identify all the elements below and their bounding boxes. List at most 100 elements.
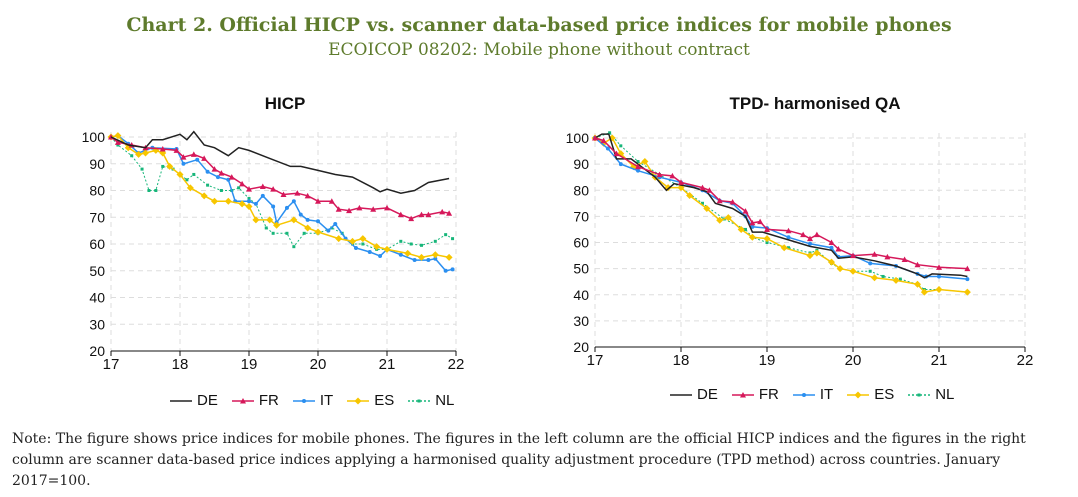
legend-marker	[239, 397, 246, 403]
series-line-de	[594, 133, 968, 279]
data-point-es	[252, 216, 260, 224]
data-point-es	[135, 150, 143, 158]
legend-swatch	[347, 397, 370, 404]
legend-marker	[801, 392, 806, 397]
data-point-nl	[206, 183, 210, 187]
data-point-fr	[699, 184, 706, 191]
data-point-nl	[116, 143, 120, 147]
data-point-es	[836, 265, 844, 273]
y-tick-label: 90	[89, 156, 105, 172]
legend-label: NL	[935, 386, 955, 403]
data-point-es	[813, 249, 821, 257]
data-point-nl	[285, 231, 289, 235]
data-point-fr	[764, 226, 770, 232]
x-tick-label: 22	[448, 356, 465, 373]
y-tick-label: 100	[82, 129, 106, 145]
data-point-it	[965, 277, 970, 282]
legend-swatch	[847, 391, 870, 398]
data-point-es	[828, 258, 835, 266]
data-point-fr	[356, 204, 363, 211]
data-point-es	[266, 216, 274, 224]
data-point-fr	[635, 163, 641, 170]
series-line-es	[594, 136, 968, 293]
data-point-es	[724, 214, 732, 222]
data-point-it	[215, 175, 220, 180]
data-point-es	[920, 288, 928, 296]
series-line-de	[110, 130, 450, 194]
legend-item-es: ES	[847, 386, 894, 403]
data-point-es	[849, 267, 857, 275]
data-point-fr	[716, 197, 723, 204]
data-point-fr	[384, 204, 390, 211]
data-point-nl	[787, 246, 790, 250]
data-point-fr	[613, 150, 620, 157]
data-point-nl	[147, 189, 151, 192]
x-tick-label: 18	[172, 356, 189, 373]
data-point-es	[963, 288, 971, 296]
data-point-fr	[828, 239, 835, 245]
x-tick-label: 22	[1017, 352, 1034, 369]
data-point-es	[314, 228, 322, 236]
series-nl	[593, 131, 969, 294]
legend-label: ES	[374, 392, 395, 409]
legend-label: IT	[319, 392, 334, 409]
legend-item-es: ES	[347, 392, 394, 409]
data-point-es	[703, 205, 711, 213]
data-point-fr	[418, 211, 425, 218]
x-tick-label: 17	[587, 352, 604, 369]
data-point-es	[273, 221, 281, 229]
data-point-it	[367, 250, 372, 255]
data-point-es	[349, 237, 356, 245]
y-tick-label: 50	[89, 263, 105, 279]
data-point-it	[305, 217, 310, 222]
data-point-fr	[190, 151, 197, 157]
data-point-es	[238, 200, 246, 208]
data-point-es	[935, 286, 943, 294]
x-tick-label: 20	[310, 356, 327, 373]
y-tick-label: 90	[573, 156, 589, 172]
legend-swatch	[408, 399, 431, 402]
data-point-fr	[315, 198, 321, 204]
legend-swatch	[792, 392, 815, 397]
data-point-es	[186, 184, 194, 192]
x-tick-label: 21	[379, 356, 396, 373]
data-point-fr	[228, 174, 235, 180]
data-point-fr	[936, 264, 942, 270]
data-point-it	[750, 224, 755, 229]
legend-item-nl: NL	[908, 386, 954, 403]
data-point-nl	[185, 178, 189, 182]
chart-subtitle: ECOICOP 08202: Mobile phone without cont…	[328, 40, 750, 60]
data-point-es	[114, 132, 122, 140]
legend-label: IT	[819, 386, 834, 403]
data-point-nl	[154, 189, 158, 192]
x-tick-label: 21	[931, 352, 948, 369]
data-point-nl	[130, 154, 134, 158]
data-point-nl	[264, 226, 268, 230]
legend-marker	[354, 397, 362, 404]
data-point-nl	[608, 131, 612, 135]
y-tick-label: 30	[89, 316, 105, 332]
panel-title-tpd: TPD- harmonised QA	[729, 94, 901, 113]
data-point-it	[398, 252, 403, 257]
legend-hicp: DE FR IT ES NL	[170, 392, 454, 409]
data-point-it	[353, 246, 358, 251]
data-point-fr	[346, 207, 353, 214]
data-point-es	[686, 191, 694, 199]
data-point-fr	[901, 256, 908, 262]
data-point-nl	[868, 269, 872, 273]
data-point-it	[271, 204, 276, 209]
data-point-it	[443, 268, 448, 273]
legend-tpd: DE FR IT ES NL	[670, 386, 954, 403]
data-point-nl	[409, 242, 413, 246]
data-point-it	[433, 256, 438, 261]
legend-swatch	[170, 399, 192, 402]
legend-item-fr: FR	[231, 392, 279, 409]
data-point-fr	[259, 183, 266, 189]
data-point-fr	[370, 206, 377, 212]
series-line-fr	[594, 137, 968, 270]
data-point-fr	[884, 253, 891, 260]
data-point-it	[298, 212, 303, 217]
data-point-nl	[292, 245, 296, 249]
data-point-nl	[444, 233, 448, 237]
data-point-it	[829, 245, 834, 250]
